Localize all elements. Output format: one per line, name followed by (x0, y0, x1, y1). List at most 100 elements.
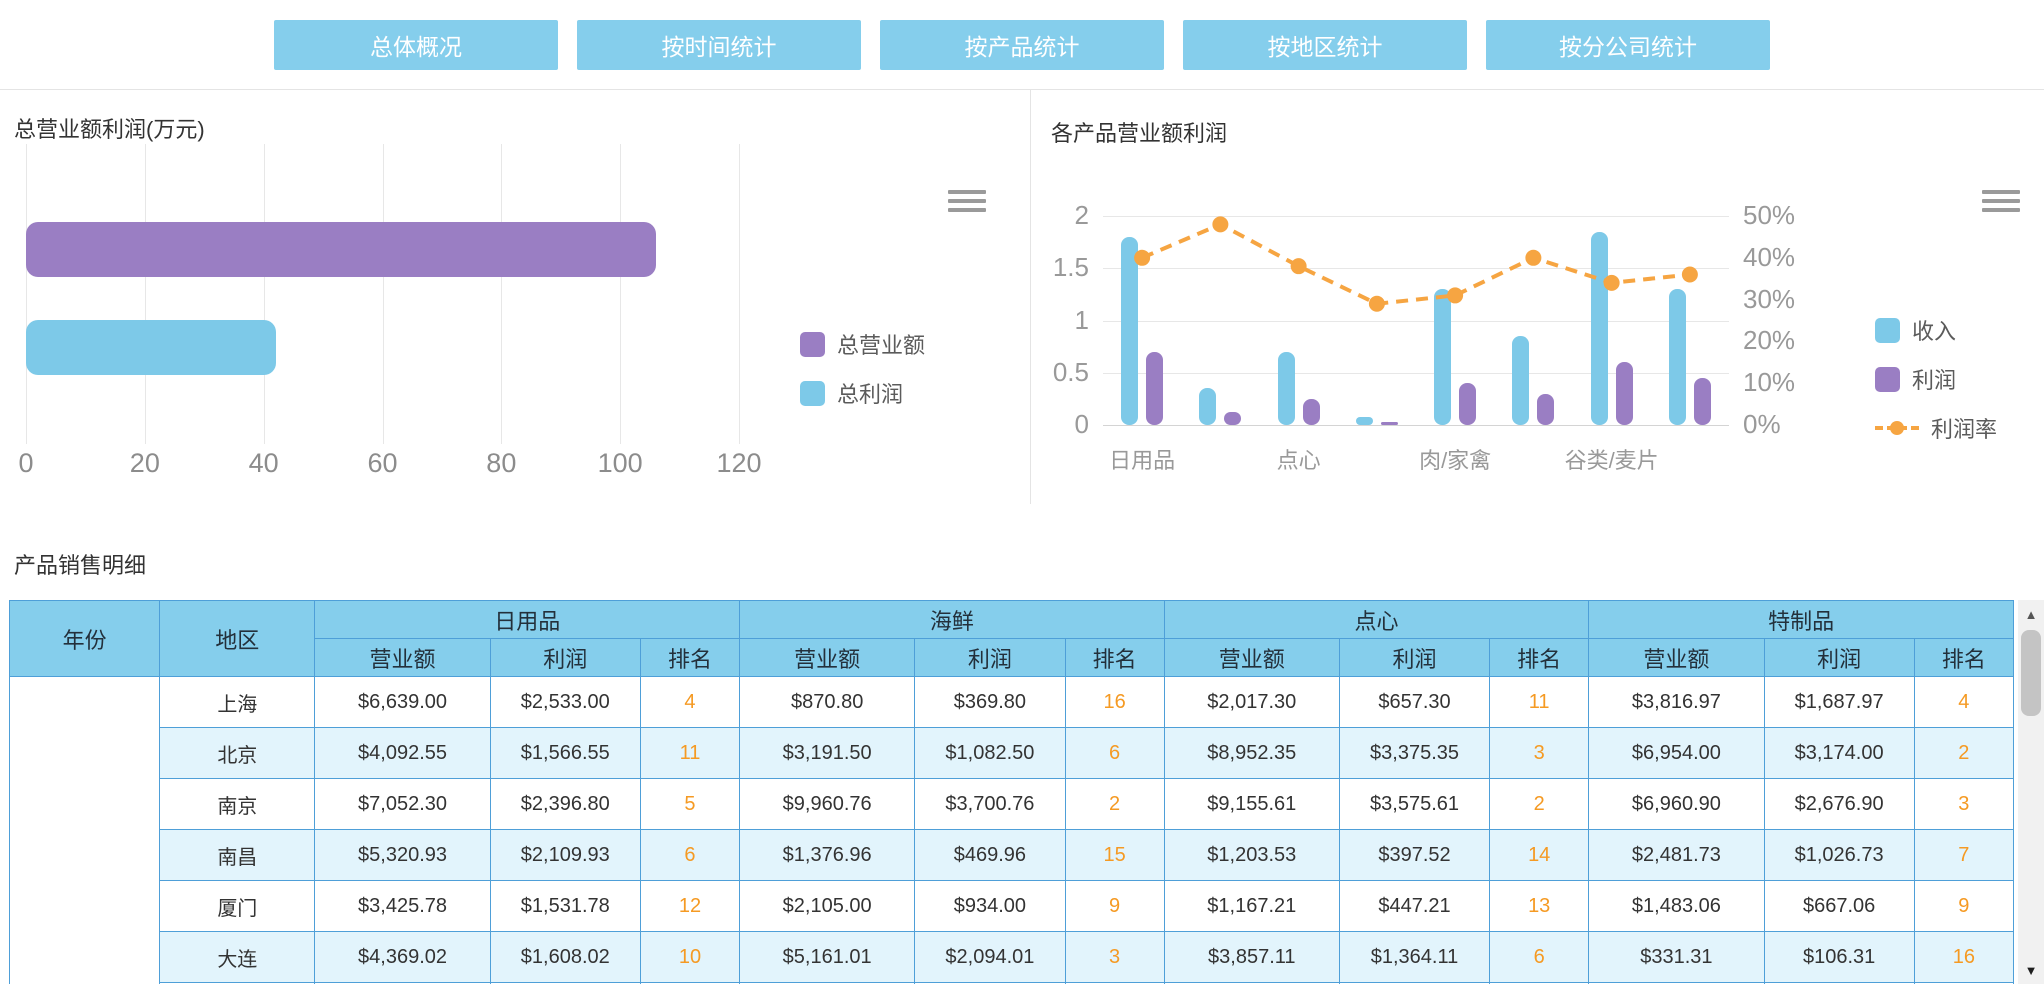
y-axis-tick-label: 20% (1743, 325, 1796, 356)
value-cell (1588, 982, 1765, 984)
value-cell: $397.52 (1338, 829, 1491, 881)
column-subheader: 排名 (639, 638, 741, 677)
value-cell: $2,017.30 (1163, 676, 1340, 728)
income-bar (1121, 236, 1139, 425)
value-cell: $2,109.93 (489, 829, 641, 881)
rank-cell: 7 (1913, 829, 2015, 881)
income-bar (1199, 388, 1217, 425)
value-cell: $6,960.90 (1588, 778, 1765, 830)
value-cell: $2,481.73 (1588, 829, 1765, 881)
y-axis-tick-label: 40% (1743, 241, 1796, 272)
y-axis-tick-label: 1 (1074, 304, 1089, 335)
panel-product-revenue-profit: 各产品营业额利润 日用品 点心 肉/家禽 谷类/麦片 收入 利润 利润率 0 0.5 1 1.5… (1031, 90, 2044, 504)
nav-button-1[interactable]: 总体概况 (274, 19, 558, 70)
table-header-row: 年份 地区 日用品 海鲜 点心 特制品 (9, 600, 2014, 677)
value-cell: $1,026.73 (1763, 829, 1915, 881)
value-cell: $870.80 (739, 676, 916, 728)
gridline (1103, 268, 1729, 270)
x-axis-tick-label: 120 (716, 448, 762, 478)
gridline (501, 144, 503, 444)
rank-cell: 4 (639, 676, 741, 728)
value-cell (1163, 982, 1340, 984)
legend-item[interactable]: 总利润 (800, 377, 925, 409)
rank-cell: 2 (1064, 778, 1165, 830)
scroll-down-icon[interactable]: ▼ (2024, 962, 2038, 978)
gridline (620, 144, 622, 444)
income-bar (1277, 351, 1295, 425)
column-subheader: 排名 (1913, 638, 2015, 677)
legend-item[interactable]: 利润率 (1875, 412, 1997, 444)
gridline (263, 144, 265, 444)
value-cell: $4,369.02 (314, 931, 491, 983)
profit-rate-line-path (1141, 222, 1691, 306)
nav-button-5[interactable]: 按分公司统计 (1486, 19, 1770, 70)
rank-cell: 15 (1064, 829, 1165, 881)
rank-cell: 12 (639, 880, 741, 932)
rank-cell: 9 (1064, 880, 1165, 932)
value-cell: $1,376.96 (739, 829, 916, 881)
value-cell (1913, 982, 2015, 984)
table-row: 上海 $6,639.00 $2,533.00 4 $870.80 $369.80 16 $2,… (9, 676, 2015, 984)
column-header: 点心 (1163, 600, 1590, 639)
chart-legend: 收入利润利润率 (1875, 314, 1997, 461)
menu-bar-line (1982, 190, 2020, 194)
y-axis-tick-label: 0.5 (1052, 356, 1089, 387)
profit-rate-point (1681, 266, 1698, 283)
product-chart-plot: 日用品 点心 肉/家禽 谷类/麦片 (1103, 216, 1729, 473)
rank-cell: 6 (1064, 727, 1165, 779)
x-axis-category-label: 谷类/麦片 (1564, 448, 1659, 473)
column-subheader: 营业额 (314, 638, 491, 677)
value-cell (639, 982, 741, 984)
column-header: 地区 (159, 600, 316, 677)
nav-button-4[interactable]: 按地区统计 (1183, 19, 1467, 70)
value-cell: $2,676.90 (1763, 778, 1915, 830)
legend-label: 总利润 (837, 382, 904, 407)
menu-bar-line (948, 199, 986, 203)
legend-item[interactable]: 总营业额 (800, 328, 925, 360)
profit-rate-point (1525, 249, 1542, 266)
profit-bar (1693, 377, 1711, 425)
rank-cell: 2 (1489, 778, 1590, 830)
rank-cell: 3 (1489, 727, 1590, 779)
legend-label: 总营业额 (837, 333, 926, 358)
profit-rate-line (1134, 216, 1698, 312)
value-cell: $3,857.11 (1163, 931, 1340, 983)
value-cell: $469.96 (914, 829, 1066, 881)
value-cell: $2,094.01 (914, 931, 1066, 983)
value-cell: $1,203.53 (1163, 829, 1340, 881)
chart-title: 各产品营业额利润 (1051, 121, 1228, 146)
gridline (382, 144, 384, 444)
nav-button-3[interactable]: 按产品统计 (880, 19, 1164, 70)
value-cell: $657.30 (1338, 676, 1491, 728)
gridline (26, 144, 27, 444)
scroll-up-icon[interactable]: ▲ (2024, 606, 2038, 622)
table-scrollbar[interactable]: ▲ ▼ (2018, 600, 2044, 984)
table-row: 厦门 $3,425.78 $1,531.78 12 $2,105.00 $934.00 9 $… (10, 880, 2015, 932)
legend-label: 利润率 (1931, 417, 1998, 442)
region-cell: 南京 (159, 778, 316, 830)
y-axis-tick-label: 2 (1074, 200, 1089, 230)
value-cell: $1,566.55 (489, 727, 641, 779)
sales-table: 年份 地区 日用品 海鲜 点心 特制品 营业额 利润 排名 营业额 利润 排名 营业额 利润 排名 营业额 利润… (9, 600, 2015, 984)
value-cell: $1,167.21 (1163, 880, 1340, 932)
total-revenue-bar (26, 222, 656, 277)
x-axis-category-label: 肉/家禽 (1419, 448, 1492, 473)
rank-cell: 6 (639, 829, 741, 881)
hamburger-menu-icon[interactable] (1982, 190, 2020, 217)
value-cell: $3,700.76 (914, 778, 1066, 830)
legend-item[interactable]: 利润 (1875, 363, 1997, 395)
value-cell: $106.31 (1763, 931, 1915, 983)
nav-button-2[interactable]: 按时间统计 (577, 19, 861, 70)
region-cell: 厦门 (159, 880, 316, 932)
y-axis-tick-label: 10% (1743, 367, 1796, 398)
chart-title: 总营业额利润(万元) (14, 117, 205, 142)
hamburger-menu-icon[interactable] (948, 190, 986, 217)
profit-rate-point (1603, 274, 1620, 291)
menu-bar-line (1982, 199, 2020, 203)
legend-item[interactable]: 收入 (1875, 314, 1997, 346)
column-subheader: 利润 (489, 638, 641, 677)
scrollbar-thumb[interactable] (2021, 630, 2041, 716)
value-cell: $5,320.93 (314, 829, 491, 881)
value-cell: $7,052.30 (314, 778, 491, 830)
profit-bar (1459, 383, 1477, 425)
